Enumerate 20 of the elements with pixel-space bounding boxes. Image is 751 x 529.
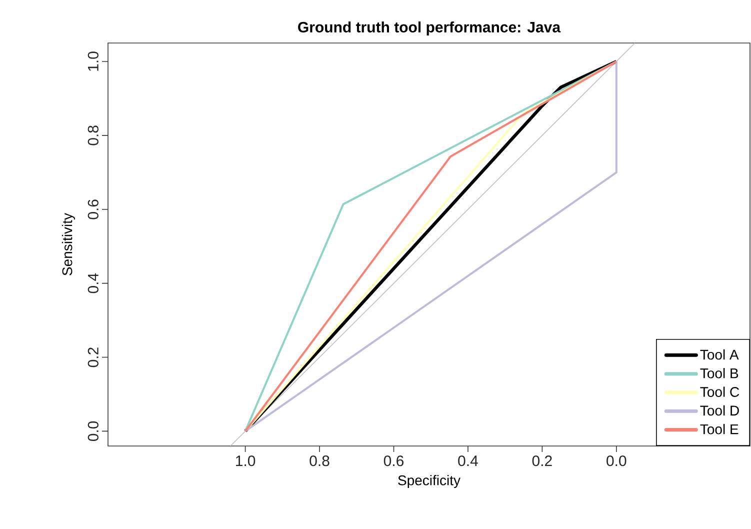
x-tick-label: 0.0 [606, 456, 626, 466]
legend-label: Tool E [700, 424, 738, 434]
y-tick-label: 0.2 [88, 348, 98, 368]
y-axis-title: Sensitivity [62, 213, 75, 276]
x-tick-label: 0.6 [384, 456, 404, 466]
y-tick-label: 0.8 [88, 126, 98, 146]
legend-label: Tool D [700, 405, 739, 416]
y-tick-label: 1.0 [88, 52, 98, 71]
y-tick-label: 0.4 [88, 273, 98, 294]
legend-label: Tool B [700, 368, 738, 378]
chart-title: Ground truth tool performance: Java [298, 21, 561, 36]
x-tick-label: 0.4 [458, 456, 478, 466]
y-tick-label: 0.6 [88, 200, 98, 220]
x-tick-label: 0.2 [532, 456, 552, 466]
legend-label: Tool C [700, 386, 740, 397]
x-tick-label: 0.8 [310, 456, 330, 466]
legend-label: Tool A [700, 349, 739, 360]
x-axis-title: Specificity [398, 475, 460, 488]
x-tick-label: 1.0 [236, 456, 256, 466]
y-tick-label: 0.0 [88, 421, 98, 442]
